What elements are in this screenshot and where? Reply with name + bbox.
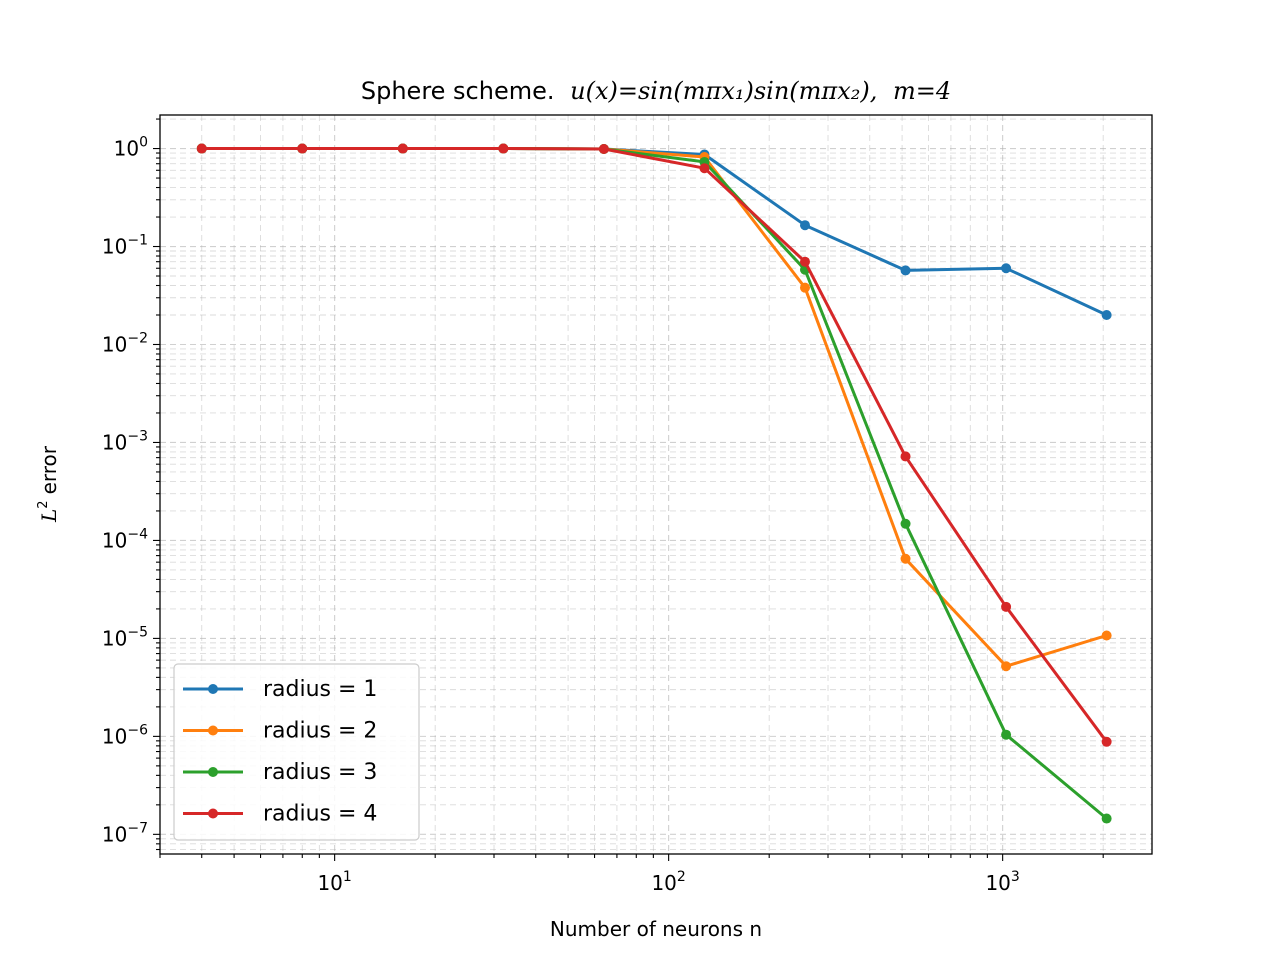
y-tick-label: 10−3 bbox=[102, 428, 148, 454]
series-4-point bbox=[196, 143, 207, 154]
y-tick-label: 10−1 bbox=[102, 233, 148, 259]
series-2-point bbox=[799, 282, 810, 293]
y-tick-label-exponent: 0 bbox=[139, 135, 148, 151]
y-tick-label-base: 10 bbox=[102, 528, 127, 552]
series-4-line bbox=[201, 147, 1108, 743]
y-axis-label-superscript: 2 bbox=[36, 500, 51, 508]
series-4-point bbox=[498, 143, 509, 154]
legend-label: radius = 4 bbox=[263, 802, 377, 827]
x-tick-label-base: 10 bbox=[985, 871, 1010, 895]
y-tick-label-base: 10 bbox=[102, 332, 127, 356]
legend-items: radius = 1 radius = 2 radius = 3 radius = 4 bbox=[183, 677, 377, 827]
series-4-point bbox=[799, 256, 810, 267]
y-tick-label-exponent: −2 bbox=[127, 330, 148, 346]
legend: radius = 1 radius = 2 radius = 3 radius = 4 bbox=[173, 663, 420, 841]
series-1-point bbox=[900, 265, 911, 276]
series-4-point bbox=[1001, 601, 1012, 612]
y-tick-label: 10−5 bbox=[102, 624, 148, 650]
y-tick-label-base: 10 bbox=[102, 626, 127, 650]
y-tick-label: 100 bbox=[114, 135, 148, 161]
chart-title-suffix: m=4 bbox=[893, 77, 951, 105]
chart-title-prefix: Sphere scheme. bbox=[361, 77, 555, 105]
series-4 bbox=[196, 143, 1112, 747]
x-tick-label: 103 bbox=[985, 869, 1019, 895]
plot-frame bbox=[159, 114, 1153, 855]
y-tick-label-exponent: −3 bbox=[127, 428, 148, 444]
series-2-point bbox=[1001, 661, 1012, 672]
y-tick-label: 10−7 bbox=[102, 820, 148, 846]
y-tick-label-exponent: −6 bbox=[127, 722, 148, 738]
y-tick-label-exponent: −1 bbox=[127, 233, 148, 249]
y-tick-label: 10−4 bbox=[102, 526, 148, 552]
x-tick-label-base: 10 bbox=[651, 871, 676, 895]
series-1-point bbox=[799, 220, 810, 231]
series-1-point bbox=[1101, 309, 1112, 320]
series-4-point bbox=[397, 143, 408, 154]
y-tick-label-base: 10 bbox=[102, 430, 127, 454]
y-tick-label-base: 10 bbox=[102, 724, 127, 748]
legend-label: radius = 1 bbox=[263, 677, 377, 702]
x-tick-label: 101 bbox=[317, 869, 351, 895]
series-2-point bbox=[1101, 630, 1112, 641]
series-3-point bbox=[1001, 729, 1012, 740]
x-tick-label-exponent: 3 bbox=[1011, 869, 1020, 885]
y-tick-label: 10−2 bbox=[102, 330, 148, 356]
y-tick-label-exponent: −7 bbox=[127, 820, 148, 836]
series-4-point bbox=[598, 143, 609, 154]
chart-title-formula: u(x)=sin(mπx₁)sin(mπx₂), bbox=[570, 77, 877, 105]
legend-item-3: radius = 3 bbox=[183, 760, 377, 785]
y-tick-label-base: 10 bbox=[114, 137, 139, 161]
series-2-point bbox=[900, 553, 911, 564]
series-4-point bbox=[297, 143, 308, 154]
y-tick-label-base: 10 bbox=[102, 822, 127, 846]
series-3-point bbox=[1101, 813, 1112, 824]
x-tick-label-exponent: 2 bbox=[677, 869, 686, 885]
y-axis-label: L2 error bbox=[36, 445, 61, 523]
chart-title: Sphere scheme. u(x)=sin(mπx₁)sin(mπx₂), … bbox=[361, 77, 951, 105]
legend-label: radius = 2 bbox=[263, 719, 377, 744]
y-tick-label-base: 10 bbox=[102, 235, 127, 259]
legend-item-2: radius = 2 bbox=[183, 719, 377, 744]
y-axis-label-symbol: L bbox=[37, 509, 61, 523]
legend-item-1: radius = 1 bbox=[183, 677, 377, 702]
legend-swatch-marker bbox=[208, 767, 218, 777]
legend-box bbox=[173, 663, 420, 841]
x-tick-label: 102 bbox=[651, 869, 685, 895]
grid bbox=[159, 115, 1152, 854]
y-tick-label-exponent: −5 bbox=[127, 624, 148, 640]
legend-swatch-marker bbox=[208, 808, 218, 819]
x-tick-label-exponent: 1 bbox=[343, 869, 352, 885]
series-4-point bbox=[900, 451, 911, 462]
y-tick-label-exponent: −4 bbox=[127, 526, 148, 542]
series-4-point bbox=[1101, 736, 1112, 747]
legend-item-4: radius = 4 bbox=[183, 802, 377, 827]
x-axis-label: Number of neurons n bbox=[550, 917, 762, 941]
series-4-point bbox=[699, 163, 710, 174]
series-3-point bbox=[900, 518, 911, 529]
series-1-point bbox=[1001, 263, 1012, 274]
legend-label: radius = 3 bbox=[263, 760, 377, 785]
legend-swatch-marker bbox=[208, 725, 218, 736]
y-axis-label-text: error bbox=[37, 445, 61, 494]
x-tick-label-base: 10 bbox=[317, 871, 342, 895]
series-lines bbox=[196, 143, 1112, 824]
legend-swatch-marker bbox=[208, 684, 218, 694]
y-tick-label: 10−6 bbox=[102, 722, 148, 748]
